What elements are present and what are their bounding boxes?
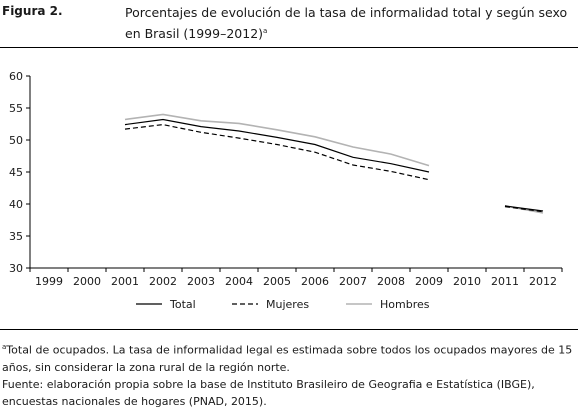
y-tick-label: 35 <box>9 230 23 243</box>
legend-label-total: Total <box>169 298 196 311</box>
x-tick-label: 2002 <box>149 275 177 288</box>
series-line-hombres <box>124 113 430 167</box>
x-tick-label: 2004 <box>225 275 253 288</box>
x-tick-label: 2009 <box>415 275 443 288</box>
y-tick-label: 45 <box>9 166 23 179</box>
series-line-mujeres <box>124 123 430 181</box>
footnote-text: Total de ocupados. La tasa de informalid… <box>2 343 573 374</box>
title-divider <box>0 47 578 48</box>
x-tick-label: 2008 <box>377 275 405 288</box>
line-chart: 30 35 40 45 50 55 60 1999 2000 2001 2002 2003 2004 2… <box>9 70 563 311</box>
chart-legend: Total Mujeres Hombres <box>136 298 430 311</box>
y-tick-label: 55 <box>9 102 23 115</box>
series-line-total <box>124 118 430 173</box>
x-tick-label: 1999 <box>35 275 63 288</box>
series-lines <box>124 113 544 214</box>
y-tick-label: 50 <box>9 134 23 147</box>
legend-label-mujeres: Mujeres <box>266 298 309 311</box>
figure-title: Porcentajes de evolución de la tasa de i… <box>125 4 575 43</box>
figure-title-text: Porcentajes de evolución de la tasa de i… <box>125 5 568 42</box>
figure-label: Figura 2. <box>2 4 63 18</box>
legend-label-hombres: Hombres <box>380 298 430 311</box>
footnote: aTotal de ocupados. La tasa de informali… <box>2 339 576 376</box>
series-line-mujeres <box>504 206 544 213</box>
x-tick-label: 2000 <box>73 275 101 288</box>
x-tick-label: 2006 <box>301 275 329 288</box>
y-axis: 30 35 40 45 50 55 60 <box>9 70 31 275</box>
x-tick-label: 2010 <box>453 275 481 288</box>
footer-divider <box>0 329 578 330</box>
source-note: Fuente: elaboración propia sobre la base… <box>2 377 535 408</box>
x-tick-label: 2005 <box>263 275 291 288</box>
x-tick-label: 2012 <box>529 275 557 288</box>
x-tick-label: 2003 <box>187 275 215 288</box>
y-tick-label: 30 <box>9 262 23 275</box>
x-axis: 1999 2000 2001 2002 2003 2004 2005 2006 2007 2008… <box>29 267 563 288</box>
x-tick-label: 2007 <box>339 275 367 288</box>
y-tick-label: 60 <box>9 70 23 83</box>
series-line-total <box>504 205 544 212</box>
y-tick-label: 40 <box>9 198 23 211</box>
x-tick-label: 2001 <box>111 275 139 288</box>
x-tick-label: 2011 <box>491 275 519 288</box>
figure-title-footnote-mark: a <box>263 27 268 35</box>
figure-notes: aTotal de ocupados. La tasa de informali… <box>2 339 576 410</box>
footnote-mark: a <box>2 343 7 351</box>
